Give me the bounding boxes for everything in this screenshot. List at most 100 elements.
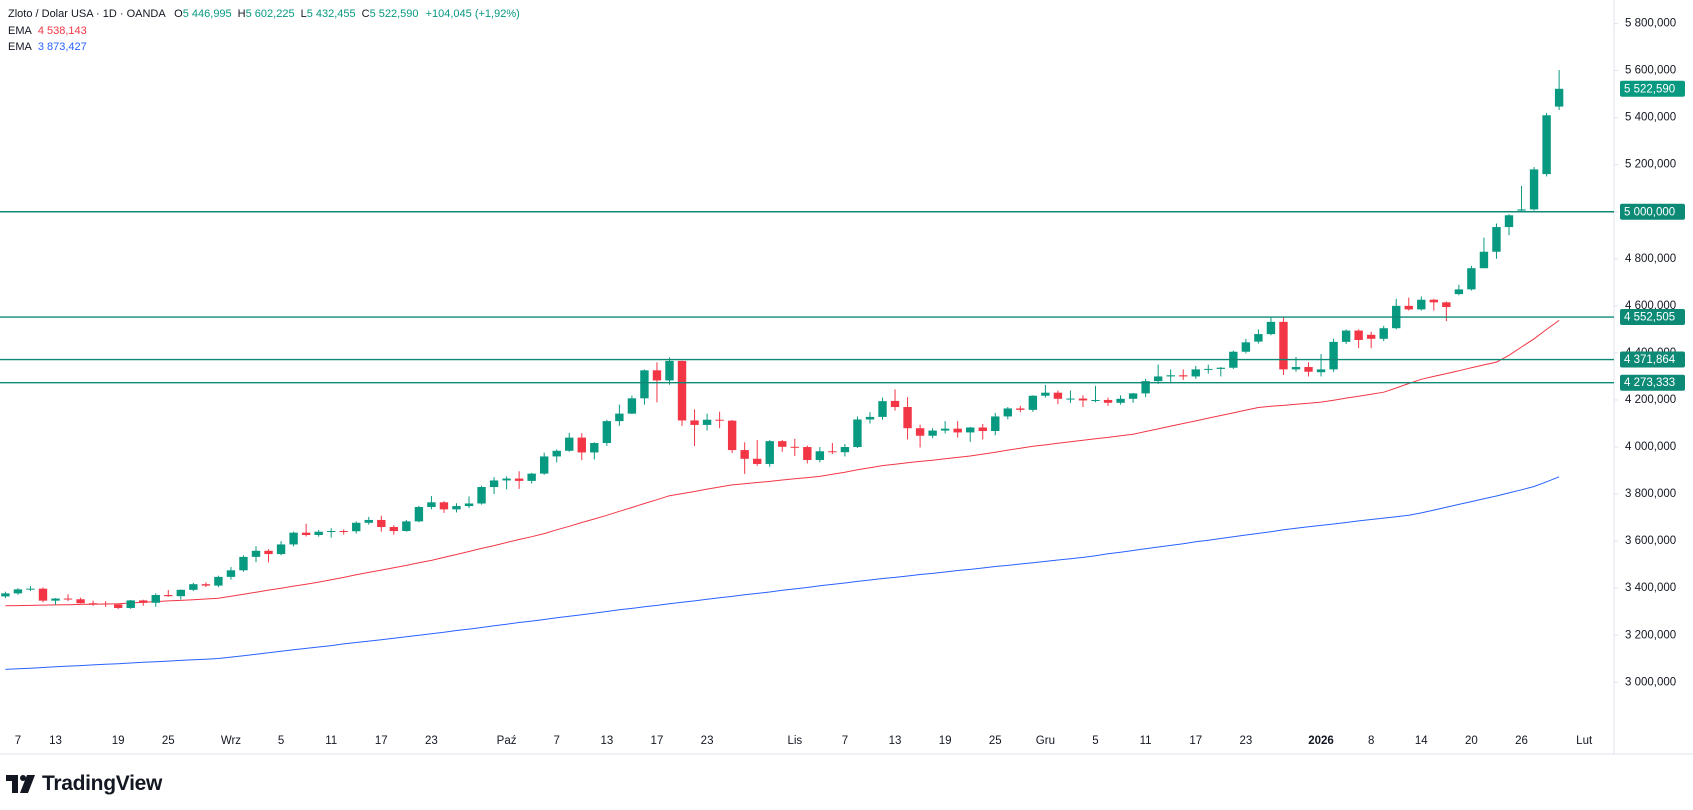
x-tick-label: 5 (278, 735, 284, 747)
candle-body (1554, 88, 1564, 107)
candle-body (865, 416, 875, 420)
candle-body (1204, 368, 1213, 370)
candle-body (527, 473, 536, 481)
candle-body (727, 420, 737, 451)
candle-body (1091, 399, 1100, 401)
candle-body (1103, 399, 1113, 403)
candle-body (1304, 367, 1313, 372)
candle-body (1279, 321, 1288, 370)
candle-body (352, 522, 361, 532)
candle-body (477, 487, 486, 504)
candle-body (627, 398, 637, 414)
candle-body (1479, 251, 1489, 269)
candle-body (828, 451, 837, 453)
x-tick-label: Lut (1576, 735, 1593, 747)
candle-body (514, 478, 524, 481)
candle-body (966, 427, 975, 433)
x-tick-label: 11 (325, 735, 337, 747)
candle-body (88, 603, 98, 605)
candle-body (790, 446, 799, 448)
level-label: 4 552,505 (1624, 312, 1675, 324)
ema-value: 3 873,427 (37, 41, 87, 53)
candle-body (1467, 268, 1476, 290)
candle-body (1529, 169, 1539, 210)
brand-name: TradingView (42, 772, 163, 795)
x-tick-label: 25 (989, 735, 1002, 747)
x-tick-label: 7 (842, 735, 848, 747)
candle-body (753, 458, 762, 464)
candle-body (1492, 227, 1501, 252)
candle-body (953, 428, 962, 433)
candle-body (139, 600, 148, 603)
candle-body (577, 437, 586, 453)
ohlc-value: 5 446,995 (182, 8, 232, 20)
candle-body (1128, 393, 1138, 399)
brand-logo (6, 775, 35, 793)
x-tick-label: 2026 (1308, 735, 1334, 747)
x-tick-label: 7 (15, 735, 21, 747)
candle-body (1341, 330, 1351, 342)
y-tick-label: 3 200,000 (1625, 629, 1676, 641)
candle-body (815, 451, 825, 460)
legend: Zloto / Dolar USA · 1D · OANDA O5 446,99… (8, 6, 520, 56)
x-tick-label: 5 (1092, 735, 1098, 747)
candle-body (489, 480, 499, 488)
candle-body (214, 576, 223, 586)
candle-body (915, 428, 925, 436)
candle-body (778, 441, 787, 447)
ohlc-values: O5 446,995 H5 602,225 L5 432,455 C5 522,590 (168, 8, 418, 20)
candle-body (1454, 289, 1464, 295)
candle-body (665, 360, 674, 381)
candle-body (226, 570, 236, 577)
candle-body (590, 443, 599, 453)
ema-row: EMA 3 873,427 (8, 39, 520, 56)
candle-body (1266, 321, 1276, 335)
candle-body (1041, 392, 1050, 396)
candle-body (890, 400, 900, 408)
candle-body (677, 360, 687, 421)
candle-body (189, 584, 198, 590)
candle-body (878, 401, 887, 417)
candle-body (765, 441, 774, 464)
candle-body (301, 532, 311, 536)
candle-body (377, 519, 386, 528)
x-tick-label: 7 (554, 735, 560, 747)
brand: TradingView (6, 772, 162, 796)
candle-body (1504, 215, 1514, 228)
candle-body (38, 588, 48, 601)
candle-body (602, 421, 612, 444)
candle-body (151, 595, 160, 603)
candle-body (389, 527, 399, 532)
x-tick-label: 11 (1140, 735, 1152, 747)
candle-body (26, 588, 35, 590)
level-label-box (1620, 203, 1685, 220)
candle-body (1354, 330, 1363, 340)
x-tick-label: 23 (701, 735, 714, 747)
candle-body (1291, 367, 1301, 370)
candle-body (13, 589, 23, 594)
candle-body (715, 419, 724, 421)
x-tick-label: Lis (787, 735, 802, 747)
candle-body (928, 430, 937, 436)
x-tick-label: 19 (112, 735, 125, 747)
candle-body (314, 531, 323, 536)
level-label: 5 000,000 (1624, 206, 1675, 218)
x-tick-label: 13 (600, 735, 613, 747)
candle-body (1316, 369, 1326, 373)
candle-body (1179, 375, 1188, 377)
y-tick-label: 5 800,000 (1625, 18, 1676, 30)
last-price-box (1620, 80, 1685, 97)
level-label: 4 371,864 (1624, 354, 1676, 366)
ema-name: EMA (8, 41, 32, 53)
candle-body (113, 604, 123, 608)
candle-body (101, 603, 110, 605)
candle-body (427, 502, 436, 508)
candle-body (76, 599, 85, 604)
y-tick-label: 4 800,000 (1625, 253, 1676, 265)
candle-body (51, 598, 60, 601)
ema-row: EMA 4 538,143 (8, 23, 520, 40)
x-tick-label: 23 (1239, 735, 1252, 747)
candle-body (264, 550, 273, 555)
candle-body (63, 598, 73, 600)
ema-value: 4 538,143 (37, 24, 87, 37)
